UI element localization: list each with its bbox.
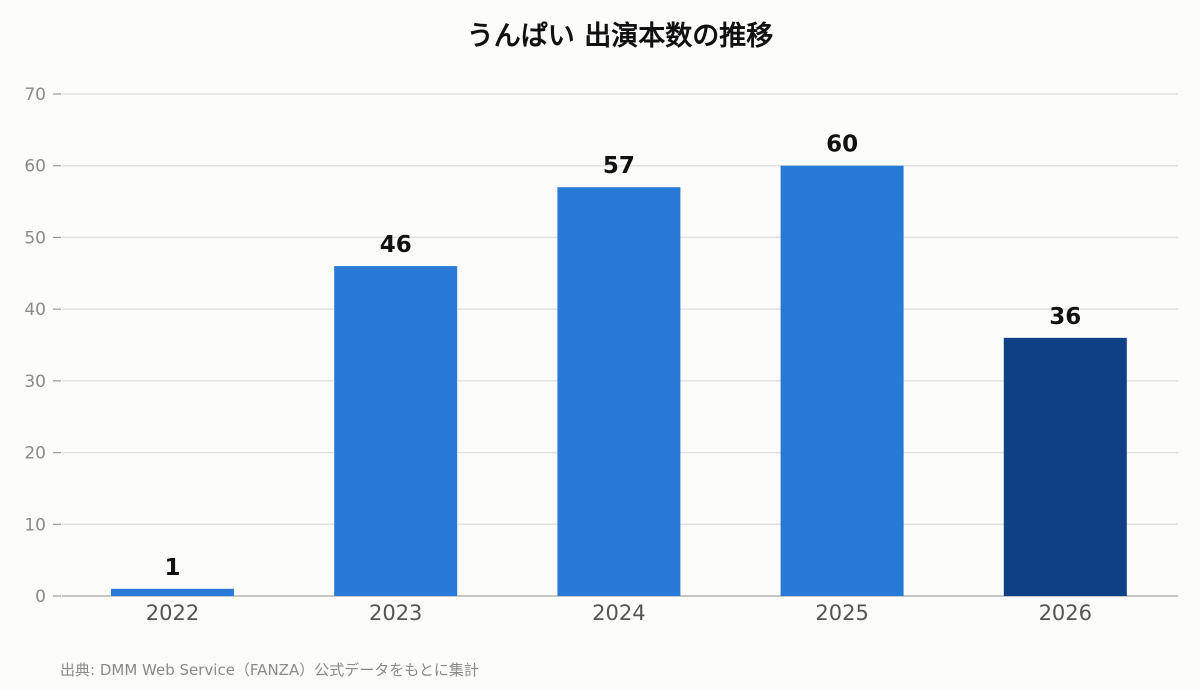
bar-2022 [111,588,234,596]
x-tick-label: 2025 [815,601,868,625]
data-label: 1 [164,555,180,581]
bar-layer [111,165,1127,596]
bar-2025 [780,165,904,596]
x-tick-label: 2024 [592,601,645,625]
x-tick-label: 2026 [1039,601,1092,625]
data-label: 57 [603,153,635,179]
x-tick-label: 2022 [146,601,199,625]
x-tick-label: 2023 [369,601,422,625]
y-tick-label: 0 [35,587,46,607]
bar-2024 [557,187,681,596]
y-tick-label: 50 [24,228,46,248]
bar-2023 [334,266,458,596]
y-tick-label: 30 [24,372,46,392]
y-tick-label: 20 [24,444,46,464]
bar-2026 [1003,337,1127,596]
y-tick-label: 10 [24,515,46,535]
label-layer: 0 10 20 30 40 50 60 70 1 2022 46 2023 57 2024 60 2025 36… [24,85,1092,625]
data-label: 36 [1049,304,1081,330]
y-tick-label: 70 [24,85,46,105]
chart-title: うんぱい 出演本数の推移 [467,20,773,52]
data-label: 60 [826,132,858,158]
y-tick-label: 60 [24,157,46,177]
y-tick-label: 40 [24,300,46,320]
data-label: 46 [380,232,412,258]
source-note: 出典: DMM Web Service（FANZA）公式データをもとに集計 [60,661,479,679]
